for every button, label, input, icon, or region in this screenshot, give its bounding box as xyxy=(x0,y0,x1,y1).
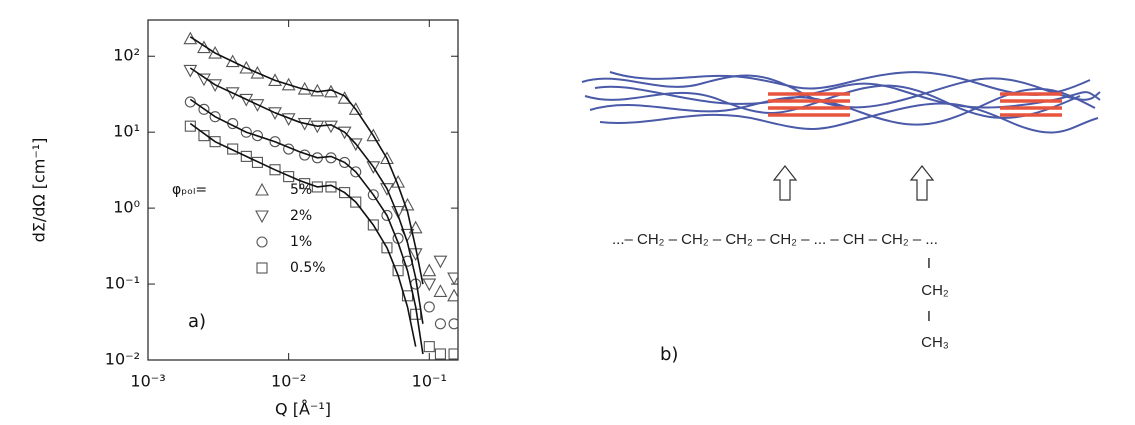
data-point xyxy=(448,318,458,330)
fit-line xyxy=(189,67,424,324)
data-point xyxy=(184,120,196,132)
data-point xyxy=(239,93,254,107)
legend-label: 1% xyxy=(290,234,312,250)
data-point xyxy=(240,150,252,162)
data-point xyxy=(251,156,263,168)
fit-line xyxy=(189,36,424,285)
branch-group: CH₃ xyxy=(921,334,949,351)
data-point xyxy=(381,242,393,254)
data-point xyxy=(337,91,352,104)
data-point xyxy=(366,128,381,142)
panel-label: a) xyxy=(188,311,206,332)
arrows xyxy=(772,165,935,201)
data-point xyxy=(367,219,379,231)
legend-label: 2% xyxy=(290,208,312,224)
data-point xyxy=(433,284,448,297)
data-point xyxy=(367,189,379,201)
data-point xyxy=(348,138,363,152)
legend-label: 5% xyxy=(290,182,312,198)
data-point xyxy=(183,31,198,45)
x-axis-label: Q [Å⁻¹] xyxy=(275,400,331,419)
backbone-formula: ...– CH₂ – CH₂ – CH₂ – CH₂ – ... – CH – … xyxy=(612,231,938,248)
data-point xyxy=(227,143,239,155)
data-point xyxy=(209,136,221,148)
y-axis-label: dΣ/dΩ [cm⁻¹] xyxy=(30,138,49,243)
data-point xyxy=(209,111,221,123)
data-point xyxy=(366,161,381,174)
data-point xyxy=(283,171,295,183)
data-point xyxy=(422,278,437,292)
legend-marker xyxy=(255,182,269,196)
data-point xyxy=(350,166,362,178)
data-point xyxy=(337,126,352,140)
legend-marker xyxy=(255,210,269,224)
legend-marker xyxy=(256,262,268,274)
legend-label: 0.5% xyxy=(290,260,326,276)
plot-frame xyxy=(147,19,459,361)
data-point xyxy=(269,136,281,148)
panel-label: b) xyxy=(660,344,678,365)
data-point xyxy=(408,220,423,234)
branch-bond: I xyxy=(927,308,931,325)
y-tick-label: 10⁻² xyxy=(105,350,140,369)
data-point xyxy=(269,164,281,176)
y-tick-label: 10⁻¹ xyxy=(105,274,140,293)
data-point xyxy=(325,181,337,193)
data-point xyxy=(225,87,240,100)
data-point xyxy=(348,102,363,115)
x-tick-label: 10⁻¹ xyxy=(412,372,447,391)
data-point xyxy=(423,301,435,313)
fit-line xyxy=(189,122,417,347)
data-point xyxy=(422,263,437,277)
data-point xyxy=(447,272,458,286)
data-point xyxy=(339,187,351,199)
y-tick-label: 10⁰ xyxy=(113,198,140,217)
data-point xyxy=(447,288,458,302)
data-point xyxy=(433,255,448,269)
y-tick-label: 10² xyxy=(113,46,140,65)
data-point xyxy=(350,196,362,208)
crystalline-lamellae xyxy=(768,92,1062,117)
data-point xyxy=(339,156,351,168)
data-point xyxy=(380,183,394,196)
data-point xyxy=(423,341,435,353)
data-point xyxy=(391,206,406,219)
data-point xyxy=(448,348,458,360)
data-point xyxy=(225,54,240,68)
data-point xyxy=(434,318,446,330)
data-point xyxy=(198,103,210,115)
x-tick-label: 10⁻³ xyxy=(130,372,165,391)
data-point xyxy=(381,209,393,222)
data-point xyxy=(208,45,223,59)
legend-title: φₚₒₗ= xyxy=(172,182,207,198)
data-point xyxy=(250,65,265,79)
data-point xyxy=(251,130,263,142)
fit-line xyxy=(189,98,424,355)
data-point xyxy=(240,126,252,138)
plot-area xyxy=(183,31,458,360)
data-point xyxy=(239,60,254,74)
data-point xyxy=(198,130,210,142)
y-tick-label: 10¹ xyxy=(113,122,140,141)
x-tick-label: 10⁻² xyxy=(271,372,306,391)
data-point xyxy=(434,348,446,360)
data-point xyxy=(380,151,394,165)
legend-marker xyxy=(256,236,268,248)
branch-bond: I xyxy=(927,255,931,272)
branch-group: CH₂ xyxy=(921,282,949,299)
